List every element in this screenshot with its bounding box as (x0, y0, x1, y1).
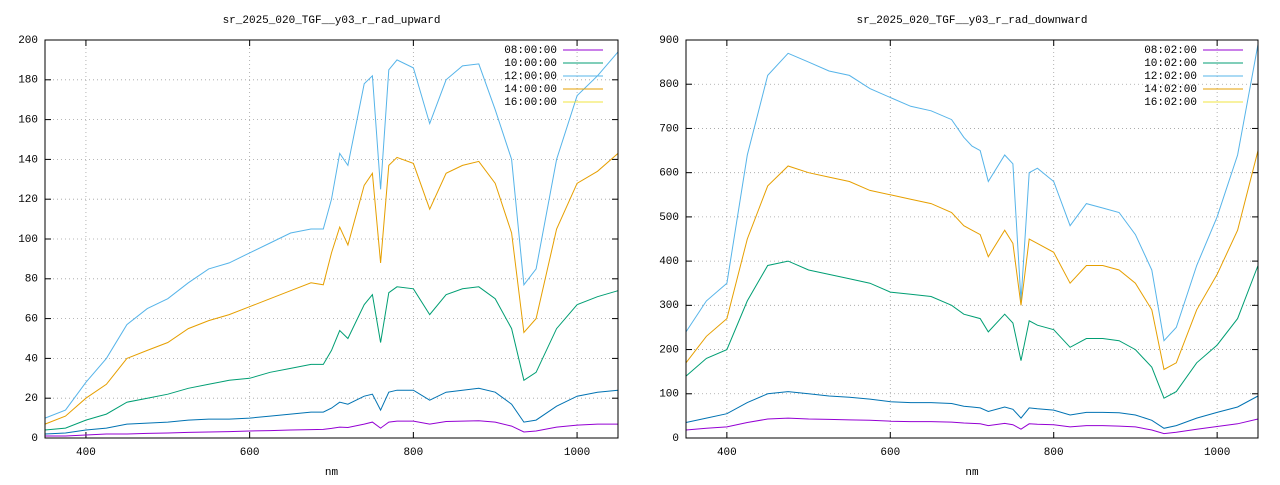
y-tick-label: 0 (31, 433, 38, 445)
legend-label: 08:00:00 (504, 45, 557, 57)
y-tick-label: 500 (659, 212, 679, 224)
series-line (685, 260, 1259, 399)
plot-border (44, 39, 619, 439)
series-line (44, 153, 619, 425)
y-tick-label: 200 (18, 35, 38, 47)
series-line (685, 391, 1259, 429)
series-line (44, 286, 619, 431)
y-tick-label: 200 (659, 344, 679, 356)
series-line (685, 150, 1259, 371)
y-tick-label: 400 (659, 256, 679, 268)
y-tick-label: 180 (18, 75, 38, 87)
y-tick-label: 60 (25, 314, 38, 326)
x-tick-label: 600 (240, 447, 260, 459)
x-tick-label: 800 (403, 447, 423, 459)
x-tick-label: 600 (880, 447, 900, 459)
legend-label: 16:00:00 (504, 97, 557, 109)
y-tick-label: 140 (18, 154, 38, 166)
y-tick-label: 80 (25, 274, 38, 286)
legend-label: 14:02:00 (1144, 84, 1197, 96)
y-tick-label: 20 (25, 393, 38, 405)
legend-label: 10:02:00 (1144, 58, 1197, 70)
y-tick-label: 160 (18, 115, 38, 127)
x-tick-label: 400 (717, 447, 737, 459)
x-tick-label: 800 (1044, 447, 1064, 459)
x-tick-label: 400 (76, 447, 96, 459)
y-tick-label: 300 (659, 300, 679, 312)
series-line (45, 420, 618, 437)
y-tick-label: 100 (659, 389, 679, 401)
x-axis-label: nm (325, 467, 339, 479)
plot-border (685, 39, 1259, 439)
legend-label: 10:00:00 (504, 58, 557, 70)
legend-label: 12:02:00 (1144, 71, 1197, 83)
legend-label: 14:00:00 (504, 84, 557, 96)
legend-label: 12:00:00 (504, 71, 557, 83)
x-tick-label: 1000 (1204, 447, 1230, 459)
y-tick-label: 0 (672, 433, 679, 445)
series-line (685, 417, 1259, 435)
y-tick-label: 600 (659, 168, 679, 180)
series-line (44, 51, 619, 419)
y-tick-label: 800 (659, 79, 679, 91)
x-axis-label: nm (965, 467, 979, 479)
y-tick-label: 120 (18, 194, 38, 206)
y-tick-label: 700 (659, 123, 679, 135)
series-line (685, 44, 1259, 342)
series-line (44, 387, 619, 435)
legend-label: 08:02:00 (1144, 45, 1197, 57)
chart-title: sr_2025_020_TGF__y03_r_rad_upward (223, 15, 441, 27)
x-tick-label: 1000 (564, 447, 590, 459)
y-tick-label: 40 (25, 353, 38, 365)
y-tick-label: 100 (18, 234, 38, 246)
chart-title: sr_2025_020_TGF__y03_r_rad_downward (856, 15, 1087, 27)
legend-label: 16:02:00 (1144, 97, 1197, 109)
y-tick-label: 900 (659, 35, 679, 47)
